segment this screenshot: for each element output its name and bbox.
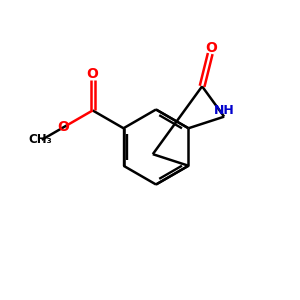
Text: CH₃: CH₃ xyxy=(28,133,52,146)
Text: O: O xyxy=(87,67,99,81)
Text: O: O xyxy=(58,120,69,134)
Text: O: O xyxy=(206,41,218,55)
Text: NH: NH xyxy=(214,103,235,117)
